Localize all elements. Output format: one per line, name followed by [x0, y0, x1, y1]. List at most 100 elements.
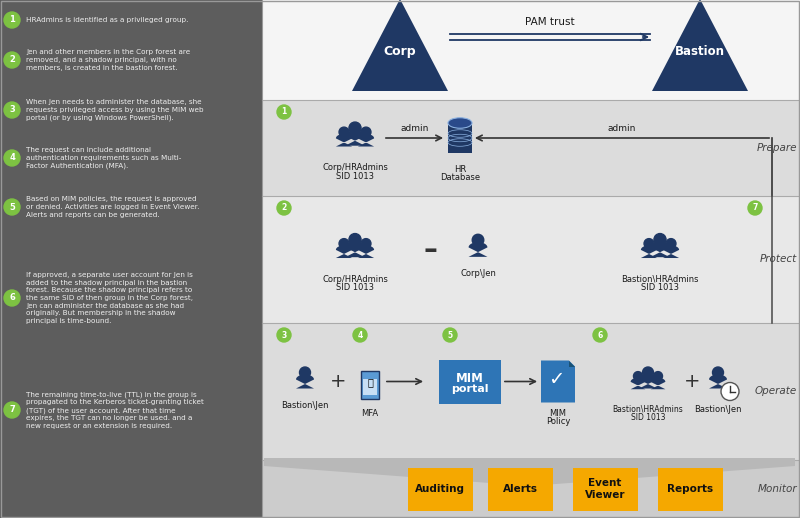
Text: 4: 4 — [358, 330, 362, 339]
Circle shape — [277, 328, 291, 342]
Bar — [262, 100, 800, 196]
Circle shape — [666, 239, 676, 249]
Text: Bastion\HRAdmins: Bastion\HRAdmins — [613, 405, 683, 413]
Ellipse shape — [448, 118, 472, 128]
Circle shape — [4, 290, 20, 306]
Text: Prepare: Prepare — [757, 143, 797, 153]
Polygon shape — [469, 242, 487, 257]
Text: 5: 5 — [447, 330, 453, 339]
Text: Bastion\Jen: Bastion\Jen — [694, 405, 742, 413]
Text: Bastion\HRAdmins: Bastion\HRAdmins — [622, 275, 698, 283]
Text: Auditing: Auditing — [415, 484, 465, 494]
Circle shape — [353, 328, 367, 342]
Text: 4: 4 — [9, 153, 15, 163]
Text: Event
Viewer: Event Viewer — [585, 478, 626, 500]
Bar — [439, 359, 501, 404]
Bar — [487, 468, 553, 511]
Text: When Jen needs to administer the database, she
requests privileged access by usi: When Jen needs to administer the databas… — [26, 99, 204, 121]
Polygon shape — [650, 242, 670, 257]
Text: admin: admin — [400, 124, 429, 133]
Circle shape — [4, 199, 20, 215]
Text: Protect: Protect — [760, 254, 797, 265]
Text: +: + — [684, 372, 700, 391]
Text: HRAdmins is identified as a privileged group.: HRAdmins is identified as a privileged g… — [26, 17, 188, 23]
Text: Reports: Reports — [667, 484, 713, 494]
Circle shape — [299, 367, 310, 378]
Text: SID 1013: SID 1013 — [336, 172, 374, 181]
Circle shape — [443, 328, 457, 342]
Bar — [363, 379, 377, 395]
Text: Corp/HRAdmins: Corp/HRAdmins — [322, 163, 388, 172]
Text: 2: 2 — [282, 204, 286, 212]
Text: 6: 6 — [598, 330, 602, 339]
Text: 5: 5 — [9, 203, 15, 211]
Text: SID 1013: SID 1013 — [630, 413, 666, 423]
Polygon shape — [336, 246, 352, 258]
Circle shape — [339, 239, 349, 249]
Circle shape — [721, 382, 739, 400]
Circle shape — [748, 201, 762, 215]
Text: Database: Database — [440, 173, 480, 182]
Text: 1: 1 — [282, 108, 286, 117]
Text: Jen and other members in the Corp forest are
removed, and a shadow principal, wi: Jen and other members in the Corp forest… — [26, 49, 190, 71]
Polygon shape — [345, 242, 365, 257]
Polygon shape — [345, 131, 365, 146]
Text: SID 1013: SID 1013 — [336, 283, 374, 293]
Polygon shape — [296, 375, 314, 388]
Bar — [262, 0, 800, 100]
Text: Corp: Corp — [384, 46, 416, 59]
Text: +: + — [330, 372, 346, 391]
Polygon shape — [358, 246, 374, 258]
Circle shape — [472, 234, 484, 246]
Circle shape — [654, 371, 662, 381]
Bar — [262, 323, 800, 460]
Text: Operate: Operate — [754, 386, 797, 396]
Circle shape — [349, 122, 361, 134]
Circle shape — [642, 367, 654, 378]
Bar — [658, 468, 722, 511]
Text: MFA: MFA — [362, 409, 378, 418]
Circle shape — [634, 371, 642, 381]
Circle shape — [361, 127, 371, 137]
Text: MIM: MIM — [550, 410, 566, 419]
Text: Bastion: Bastion — [675, 46, 725, 59]
Text: MIM: MIM — [456, 372, 484, 385]
Text: 7: 7 — [9, 406, 15, 414]
Text: 2: 2 — [9, 55, 15, 65]
Bar — [448, 123, 472, 153]
Polygon shape — [541, 361, 575, 402]
Circle shape — [713, 367, 723, 378]
Circle shape — [654, 234, 666, 246]
Text: portal: portal — [451, 384, 489, 395]
Text: 7: 7 — [752, 204, 758, 212]
Bar — [262, 196, 800, 323]
Text: The remaining time-to-live (TTL) in the group is
propagated to the Kerberos tick: The remaining time-to-live (TTL) in the … — [26, 391, 204, 429]
Circle shape — [593, 328, 607, 342]
Text: HR: HR — [454, 165, 466, 174]
Polygon shape — [641, 246, 657, 258]
Circle shape — [361, 239, 371, 249]
Polygon shape — [569, 361, 575, 367]
Bar — [573, 468, 638, 511]
Text: 1: 1 — [9, 16, 15, 24]
Polygon shape — [663, 246, 679, 258]
Text: admin: admin — [608, 124, 636, 133]
Polygon shape — [709, 375, 727, 388]
Bar — [407, 468, 473, 511]
Text: 3: 3 — [9, 106, 15, 114]
Polygon shape — [630, 378, 646, 389]
Circle shape — [4, 52, 20, 68]
Polygon shape — [336, 134, 352, 147]
Text: Corp/HRAdmins: Corp/HRAdmins — [322, 275, 388, 283]
Text: The request can include additional
authentication requirements such as Multi-
Fa: The request can include additional authe… — [26, 147, 182, 169]
Text: Based on MIM policies, the request is approved
or denied. Activities are logged : Based on MIM policies, the request is ap… — [26, 196, 199, 218]
Text: Policy: Policy — [546, 418, 570, 426]
Polygon shape — [352, 0, 448, 91]
Text: PAM trust: PAM trust — [525, 17, 575, 27]
Bar — [0, 0, 262, 518]
Text: 🔑: 🔑 — [367, 378, 373, 387]
Text: Corp\Jen: Corp\Jen — [460, 269, 496, 279]
Polygon shape — [652, 0, 748, 91]
Text: –: – — [423, 236, 437, 264]
Circle shape — [277, 201, 291, 215]
